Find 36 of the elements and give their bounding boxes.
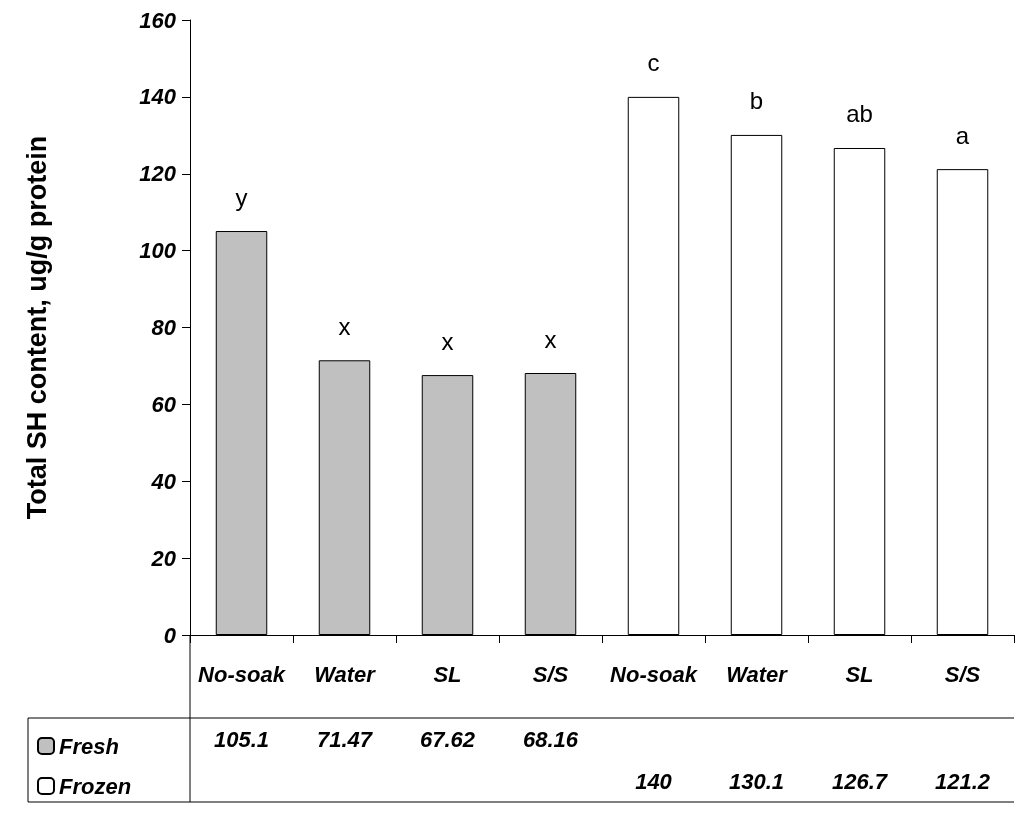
annotation: ab <box>846 100 873 128</box>
y-tick-label: 140 <box>139 84 177 110</box>
x-tick-label: S/S <box>944 661 981 687</box>
data-label: 68.16 <box>522 726 579 752</box>
x-tick-label: No-soak <box>198 661 287 687</box>
y-tick-label: 60 <box>151 391 177 417</box>
annotation: x <box>441 327 454 355</box>
x-tick-label: Water <box>726 661 789 687</box>
data-label: 71.47 <box>316 726 374 752</box>
y-tick-label: 100 <box>139 238 177 264</box>
data-label: 67.62 <box>419 726 476 752</box>
annotation: c <box>647 49 660 77</box>
x-tick-label: SL <box>433 661 462 687</box>
annotation: b <box>749 87 764 115</box>
data-label: 130.1 <box>728 768 785 794</box>
x-tick-label: SL <box>845 661 874 687</box>
data-label: 121.2 <box>934 768 991 794</box>
legend-label: Fresh <box>59 733 119 759</box>
data-label: 126.7 <box>831 768 889 794</box>
data-label: 105.1 <box>213 726 270 752</box>
data-label: 140 <box>635 768 673 794</box>
y-tick-label: 20 <box>150 545 177 571</box>
y-tick-label: 80 <box>151 315 177 340</box>
y-tick-label: 160 <box>139 7 177 33</box>
y-axis-title: Total SH content, ug/g protein <box>21 135 52 520</box>
legend-label: Frozen <box>59 773 132 799</box>
annotation: x <box>338 312 351 340</box>
annotation: a <box>955 121 970 149</box>
x-tick-label: S/S <box>532 661 569 687</box>
y-tick-label: 120 <box>139 161 177 187</box>
x-tick-label: Water <box>314 661 377 687</box>
x-tick-label: No-soak <box>610 661 699 687</box>
y-tick-label: 40 <box>150 468 177 494</box>
y-tick-label: 0 <box>163 622 177 648</box>
annotation: y <box>235 183 248 211</box>
annotation: x <box>544 325 557 353</box>
